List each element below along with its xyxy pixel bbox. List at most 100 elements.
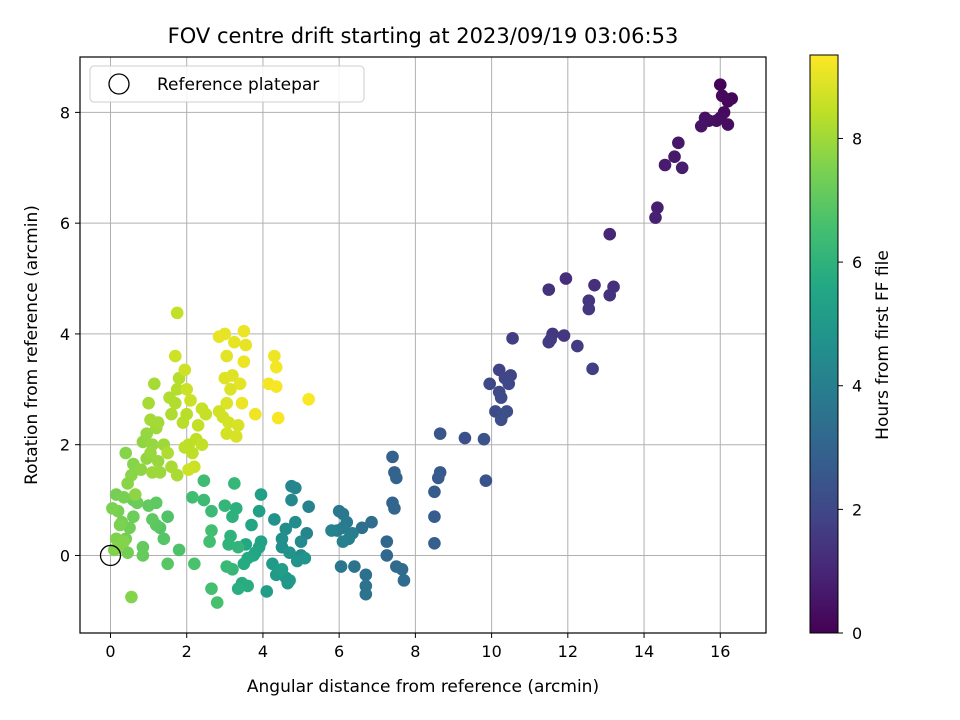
y-tick-label: 6 [60,214,70,233]
data-point [477,432,491,446]
data-point [226,369,239,382]
colorbar-tick-label: 4 [852,377,862,396]
data-point [390,471,403,485]
data-point [380,535,394,548]
data-point [559,272,573,285]
data-point [254,488,268,501]
data-point [142,396,155,410]
data-point [182,463,195,476]
data-point [136,549,150,562]
data-point [428,510,441,523]
data-point [161,446,174,460]
data-point [222,416,235,429]
x-axis-label: Angular distance from reference (arcmin) [247,677,599,697]
data-point [658,158,672,172]
grid [80,57,766,633]
data-point [294,535,308,548]
data-point [395,563,409,576]
data-point [557,329,571,342]
data-point [220,427,234,440]
x-tick-label: 10 [481,642,501,661]
data-point [121,546,134,559]
data-point [134,463,148,476]
data-point [148,377,161,391]
data-point [144,446,157,460]
data-point [151,455,165,468]
data-point [117,491,131,504]
data-point [603,288,617,302]
data-point [252,504,266,518]
data-point [500,405,514,418]
scatter-points [106,78,738,609]
data-point [161,510,174,523]
data-point [279,522,293,536]
data-point [170,468,184,482]
y-axis-ticks: 0 2 4 6 8 [60,103,80,565]
data-point [205,504,218,518]
data-point [325,524,338,537]
data-point [428,536,441,550]
data-point [157,532,171,546]
data-point [260,585,274,598]
x-tick-label: 6 [334,642,344,661]
data-point [188,557,201,571]
x-tick-label: 0 [105,642,115,661]
data-point [111,540,125,554]
data-point [146,513,159,526]
data-point [649,211,662,224]
data-point [231,540,245,554]
data-point [502,377,516,391]
y-tick-label: 4 [60,325,70,344]
x-tick-label: 14 [634,642,654,661]
data-point [235,396,249,410]
data-point [721,118,735,131]
data-point [231,419,245,432]
x-tick-label: 4 [258,642,268,661]
y-tick-label: 0 [60,546,70,565]
data-point [249,407,262,421]
data-point [588,278,601,292]
x-tick-label: 2 [182,642,192,661]
data-point [431,471,445,485]
data-point [113,518,127,532]
data-point [178,363,192,377]
data-point [355,521,369,535]
data-point [675,161,689,175]
plot-frame [79,56,767,634]
data-point [237,557,251,571]
colorbar-ticks: 0 2 4 6 8 [838,129,862,643]
data-point [231,582,245,595]
data-point [197,493,211,507]
data-point [210,596,224,609]
data-point [715,89,729,103]
data-point [205,524,218,537]
data-point [348,560,361,573]
data-point [142,499,155,512]
data-point [483,377,496,391]
data-point [184,394,197,407]
data-point [285,493,298,507]
data-point [268,349,281,363]
data-point [298,551,312,565]
data-point [212,330,226,343]
data-point [275,563,289,576]
data-point [121,477,134,490]
colorbar-label: Hours from first FF file [873,250,893,440]
data-point [586,362,599,376]
data-point [241,579,254,593]
reference-marker-group [99,544,122,567]
data-point [281,576,295,590]
data-point [222,538,235,551]
data-point [151,416,165,429]
data-point [172,543,186,557]
data-point [165,407,178,421]
colorbar-tick-label: 8 [852,129,862,148]
data-point [228,477,241,490]
data-point [694,119,708,133]
x-tick-label: 8 [410,642,420,661]
data-point [542,283,556,296]
data-point [268,513,281,526]
data-point [336,535,350,548]
